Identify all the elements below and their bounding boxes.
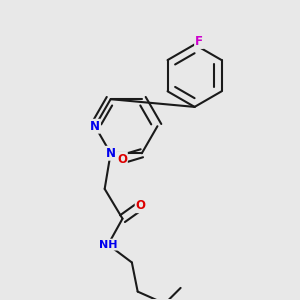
Text: N: N	[106, 147, 116, 160]
Text: O: O	[117, 153, 127, 166]
Text: N: N	[90, 120, 100, 133]
Text: NH: NH	[99, 240, 117, 250]
Text: O: O	[136, 199, 146, 212]
Text: F: F	[195, 35, 203, 48]
